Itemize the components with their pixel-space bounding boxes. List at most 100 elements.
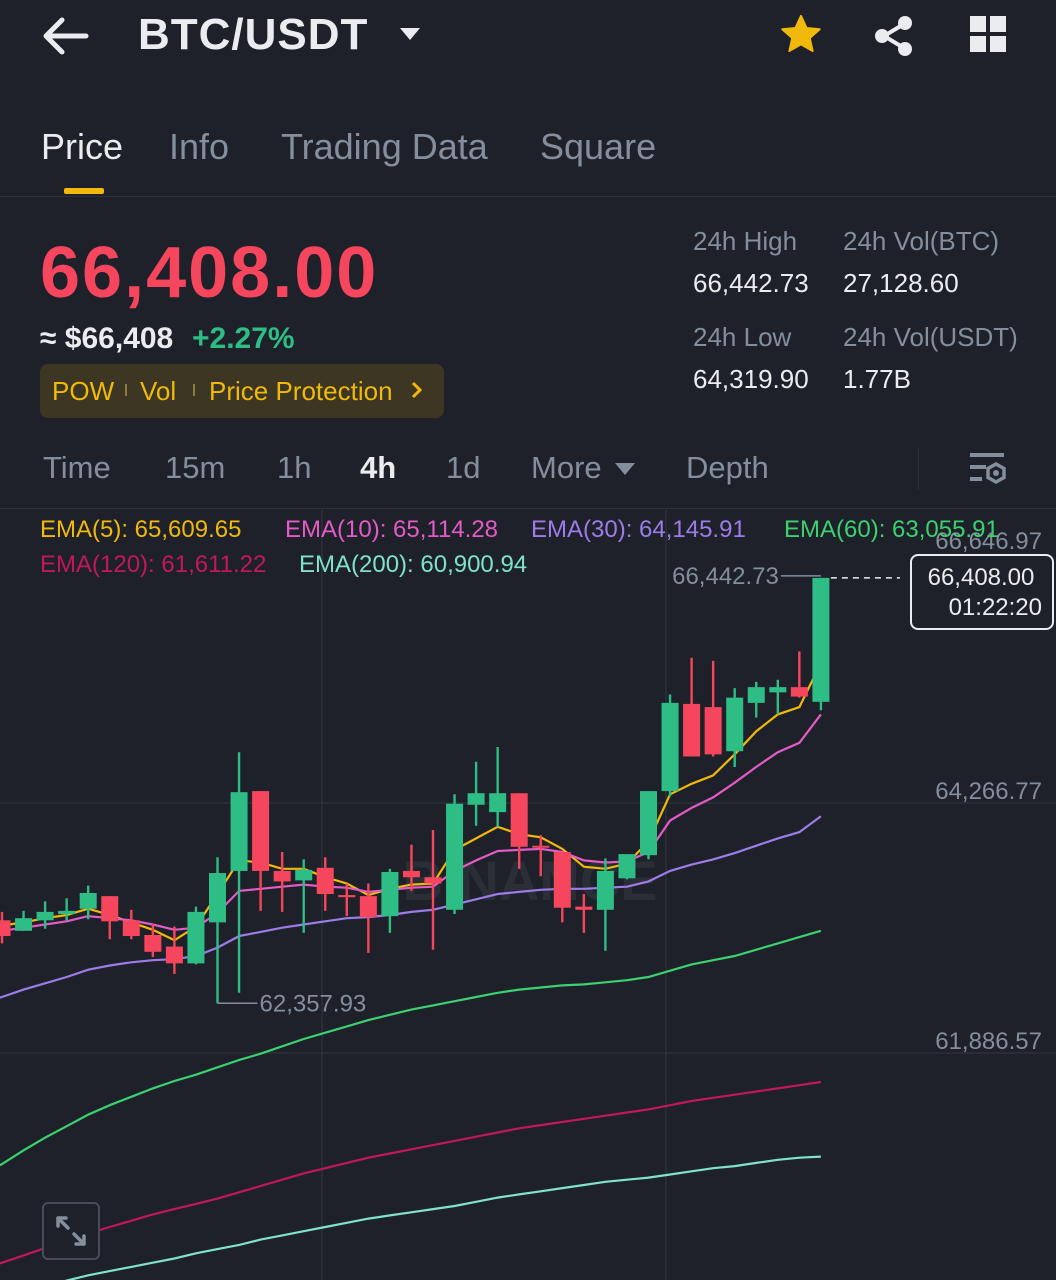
interval-15m[interactable]: 15m xyxy=(165,450,226,485)
axis-price-label: 64,266.77 xyxy=(935,778,1042,805)
high-marker-label: 66,442.73 xyxy=(672,563,779,590)
interval-more[interactable]: More xyxy=(531,450,602,485)
candle-body xyxy=(769,687,787,693)
candle-body xyxy=(704,707,722,755)
grid-icon[interactable] xyxy=(968,14,1010,56)
candle-body xyxy=(640,791,657,856)
candle-body xyxy=(230,792,248,871)
ema-30-legend: EMA(30): 64,145.91 xyxy=(531,516,746,543)
candle-body xyxy=(359,896,377,918)
candle-countdown: 01:22:20 xyxy=(948,594,1042,621)
axis-price-label: 61,886.57 xyxy=(935,1028,1042,1055)
candle-body xyxy=(79,892,97,909)
share-icon[interactable] xyxy=(872,14,916,58)
candle-body xyxy=(381,871,399,917)
star-icon[interactable] xyxy=(778,12,824,58)
candle-body xyxy=(424,877,442,884)
price-change-percent: +2.27% xyxy=(192,322,295,355)
ema-line xyxy=(0,1080,822,1265)
candle-body xyxy=(489,793,507,813)
back-button[interactable] xyxy=(40,12,96,60)
candle-body xyxy=(252,791,270,871)
ema-60-legend: EMA(60): 63,055.91 xyxy=(784,516,999,543)
candle-body xyxy=(596,870,614,910)
stat-24h-low-label: 24h Low xyxy=(693,322,792,352)
candle-body xyxy=(58,910,76,914)
candle-body xyxy=(295,869,313,881)
candle-body xyxy=(510,793,528,847)
arrow-left-icon xyxy=(43,17,89,55)
caret-down-icon[interactable] xyxy=(614,462,636,476)
ema-line xyxy=(0,713,822,933)
tag-vol[interactable]: Vol xyxy=(140,376,177,406)
candle-body xyxy=(0,920,11,937)
tab-price[interactable]: Price xyxy=(41,126,124,167)
tag-separator xyxy=(193,384,195,396)
candle-body xyxy=(467,793,485,805)
expand-chart-button[interactable] xyxy=(42,1202,100,1260)
tag-separator xyxy=(125,384,127,396)
candle-body xyxy=(446,803,464,910)
candle-body xyxy=(122,920,140,937)
divider xyxy=(0,508,1056,509)
last-price: 66,408.00 xyxy=(40,233,379,313)
ema-120-legend: EMA(120): 61,611.22 xyxy=(40,551,267,578)
ema-line xyxy=(0,929,822,1167)
candle-body xyxy=(338,895,356,898)
candle-body xyxy=(144,935,162,952)
tags-bar[interactable] xyxy=(40,364,444,418)
divider xyxy=(918,448,919,490)
candle-body xyxy=(273,870,291,882)
candle-body xyxy=(187,911,205,964)
current-price-box xyxy=(910,554,1054,630)
tag-price-protection[interactable]: Price Protection xyxy=(209,376,393,406)
axis-price-label: 66,646.97 xyxy=(935,528,1042,555)
stat-24h-low-value: 64,319.90 xyxy=(693,364,809,394)
interval-1h[interactable]: 1h xyxy=(277,450,312,485)
candle-body xyxy=(790,687,808,697)
low-marker-label: 62,357.93 xyxy=(260,990,367,1017)
caret-down-icon[interactable] xyxy=(398,26,422,42)
watermark: BINANCE xyxy=(402,849,657,912)
candle-body xyxy=(15,918,33,931)
chart-settings-icon[interactable] xyxy=(968,450,1008,488)
stat-24h-high-label: 24h High xyxy=(693,226,798,256)
divider xyxy=(0,196,1056,197)
candle-body xyxy=(316,867,334,895)
interval-depth[interactable]: Depth xyxy=(686,450,769,485)
expand-icon xyxy=(56,1216,86,1246)
interval-1d[interactable]: 1d xyxy=(446,450,481,485)
candle-body xyxy=(532,845,550,848)
ema-line xyxy=(0,815,822,999)
candle-body xyxy=(402,870,420,878)
ema-200-legend: EMA(200): 60,900.94 xyxy=(299,551,528,578)
candle-body xyxy=(747,687,765,703)
tag-pow[interactable]: POW xyxy=(52,376,115,406)
stat-24h-high-value: 66,442.73 xyxy=(693,268,809,298)
candle-body xyxy=(575,906,593,910)
candle-body xyxy=(36,911,54,921)
stat-24h-vol-btc-value: 27,128.60 xyxy=(843,268,959,298)
chevron-right-icon xyxy=(410,380,424,400)
candle-body xyxy=(209,873,226,923)
tab-info[interactable]: Info xyxy=(169,126,230,167)
current-price-label: 66,408.00 xyxy=(927,564,1035,591)
stat-24h-vol-usdt-label: 24h Vol(USDT) xyxy=(843,322,1018,352)
candle-body xyxy=(101,896,119,922)
usd-price: ≈ $66,408 xyxy=(40,322,174,355)
interval-time[interactable]: Time xyxy=(43,450,111,485)
candle-body xyxy=(726,697,744,752)
pair-title[interactable]: BTC/USDT xyxy=(138,10,369,59)
ema-5-legend: EMA(5): 65,609.65 xyxy=(40,516,242,543)
interval-4h[interactable]: 4h xyxy=(360,450,397,485)
ema-line xyxy=(64,1155,821,1280)
ema-10-legend: EMA(10): 65,114.28 xyxy=(285,516,499,543)
tab-square[interactable]: Square xyxy=(540,126,657,167)
candle-body xyxy=(812,577,830,702)
candle-body xyxy=(618,854,636,879)
stat-24h-vol-btc-label: 24h Vol(BTC) xyxy=(843,226,1000,256)
candle-body xyxy=(165,946,183,964)
tab-trading-data[interactable]: Trading Data xyxy=(281,126,488,167)
candlestick-chart[interactable]: BINANCE 66,646.97 64,266.77 61,886.57 66,442… xyxy=(0,510,1056,1280)
active-tab-indicator xyxy=(64,188,104,194)
